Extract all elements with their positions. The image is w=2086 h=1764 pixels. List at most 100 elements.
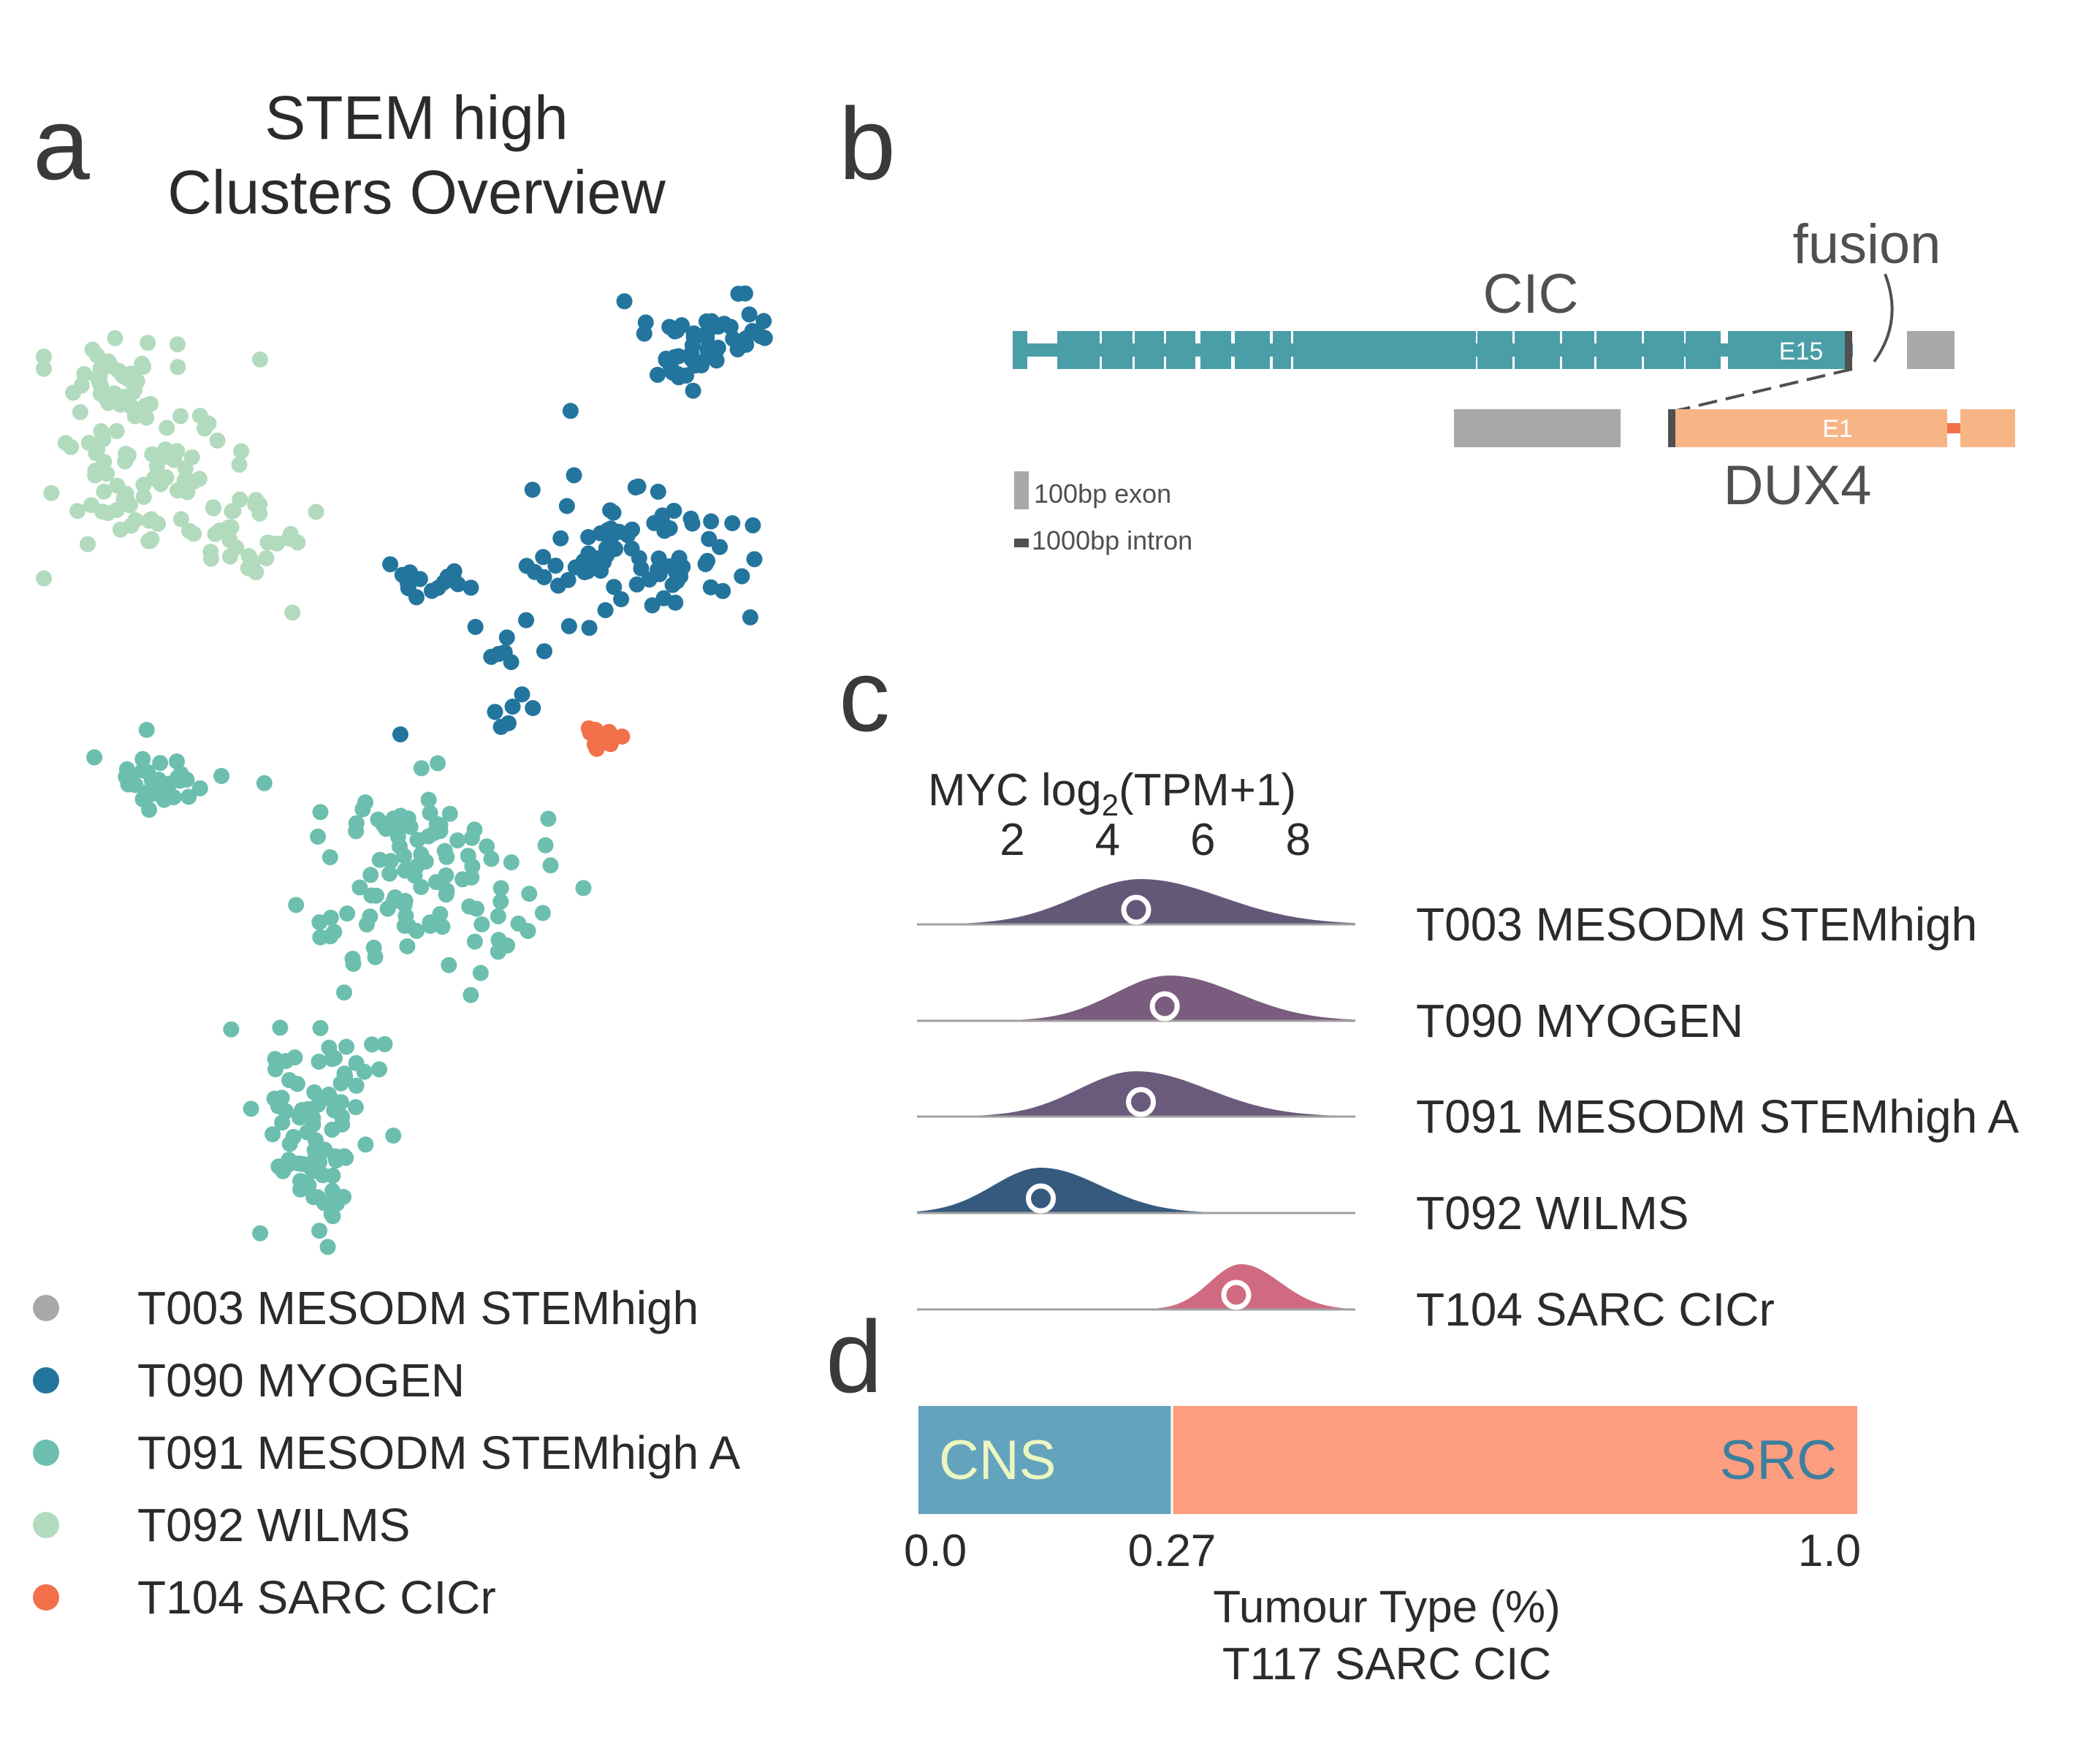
scatter-point [394, 566, 411, 583]
scatter-point [281, 1152, 297, 1168]
scatter-point [80, 536, 96, 552]
dux4-gene-label: DUX4 [1724, 455, 1872, 517]
scatter-point [492, 880, 509, 897]
scatter-point [43, 484, 60, 501]
scatter-point [685, 382, 701, 399]
scatter-point [537, 837, 554, 854]
scatter-point [518, 612, 535, 628]
scatter-point [311, 1223, 328, 1239]
scatter-point [108, 422, 125, 439]
scatter-point [628, 576, 645, 593]
scatter-point [228, 539, 245, 556]
fusion-pointer [1873, 273, 1894, 363]
scatter-point [368, 887, 384, 904]
scatter-title-line1: STEM high [264, 83, 568, 152]
scatter-point [351, 879, 368, 896]
scatter-point [159, 419, 175, 436]
scatter-point [685, 325, 702, 342]
scatter-point [252, 351, 268, 368]
scatter-point [492, 893, 509, 910]
scatter-point [703, 513, 720, 530]
scatter-point [562, 403, 579, 419]
ridge-series-label: T092 WILMS [1416, 1187, 1689, 1239]
scatter-point [473, 916, 490, 932]
bar-xtick-label: 0.0 [904, 1526, 967, 1576]
scatter-point [284, 604, 301, 621]
bar-segment-label: SRC [1720, 1429, 1837, 1491]
scatter-point [205, 500, 222, 517]
ridge-xlabel-prefix: MYC log [928, 765, 1102, 816]
scatter-point [606, 579, 623, 596]
dux4-breakpoint [1668, 409, 1675, 447]
scatter-point [746, 551, 763, 568]
scatter-point [597, 602, 614, 618]
scatter-point [534, 905, 551, 921]
scatter-point [525, 700, 541, 716]
scatter-point [490, 932, 507, 948]
scatter-point [449, 832, 466, 849]
ridge-xticks: 2 4 6 8 [1000, 815, 1311, 865]
scatter-point [598, 732, 614, 749]
ridge-series-label: T091 MESODM STEMhigh A [1416, 1090, 2019, 1143]
dux4-exon [1675, 409, 1947, 447]
scatter-point [319, 1239, 336, 1255]
legend-marker [33, 1440, 59, 1466]
scatter-point [392, 726, 408, 742]
fusion-connector [1672, 368, 1853, 413]
scatter-point [741, 306, 758, 323]
ridge-median-marker [1221, 1280, 1252, 1310]
bar-xtick-label: 0.27 [1128, 1526, 1217, 1576]
scatter-point [687, 357, 704, 374]
scatter-point [408, 922, 425, 939]
ridge-xtick-label: 6 [1190, 815, 1215, 865]
scatter-point [430, 755, 446, 772]
cic-exon [1235, 331, 1270, 369]
scatter-point [306, 1084, 323, 1100]
scatter-point [670, 348, 687, 365]
scatter-point [267, 1061, 283, 1078]
scatter-point [362, 867, 379, 883]
ridge-density [917, 1071, 1355, 1117]
scatter-point [454, 871, 471, 888]
scatter-point [438, 886, 454, 903]
scatter-point [347, 1099, 364, 1116]
bar-xlabel: Tumour Type (%) [1213, 1582, 1560, 1632]
cic-breakpoint [1845, 331, 1852, 369]
scatter-point [213, 767, 230, 784]
scatter-point [566, 467, 582, 484]
scatter-point [203, 550, 219, 567]
ridge-xtick-label: 4 [1095, 815, 1120, 865]
scatter-point [666, 503, 682, 519]
scatter-point [336, 984, 352, 1001]
scatter-point [321, 849, 338, 866]
scatter-point [514, 686, 530, 703]
scatter-point [223, 519, 240, 536]
bar-segment-label: CNS [939, 1429, 1056, 1491]
scatter-point [463, 986, 479, 1003]
legend-item: T090 MYOGEN [33, 1354, 465, 1407]
scatter-point [310, 828, 327, 845]
scatter-title-line2: Clusters Overview [167, 158, 666, 227]
cic-exon [1273, 331, 1291, 369]
scatter-series-t104-sarc-cicr [580, 720, 631, 757]
scatter-point [231, 456, 248, 473]
scatter-point [157, 441, 174, 457]
scatter-point [392, 838, 408, 855]
scatter-point [411, 571, 428, 588]
scatter-point [575, 880, 592, 897]
scatter-point [170, 769, 186, 786]
ridge-xtick-label: 8 [1285, 815, 1310, 865]
scatter-point [487, 704, 503, 721]
scatter-point [536, 643, 552, 660]
ridge-row: T091 MESODM STEMhigh A [917, 1071, 2019, 1143]
scatter-point [540, 810, 557, 827]
scatter-point [144, 446, 161, 463]
scatter-point [259, 534, 276, 551]
scatter-point [550, 577, 566, 594]
ridge-median-marker [1026, 1183, 1057, 1214]
scatter-point [356, 1063, 373, 1080]
scatter-point [200, 415, 217, 432]
scatter-point [181, 522, 198, 539]
scatter-point [86, 749, 103, 766]
scatter-point [709, 339, 726, 356]
